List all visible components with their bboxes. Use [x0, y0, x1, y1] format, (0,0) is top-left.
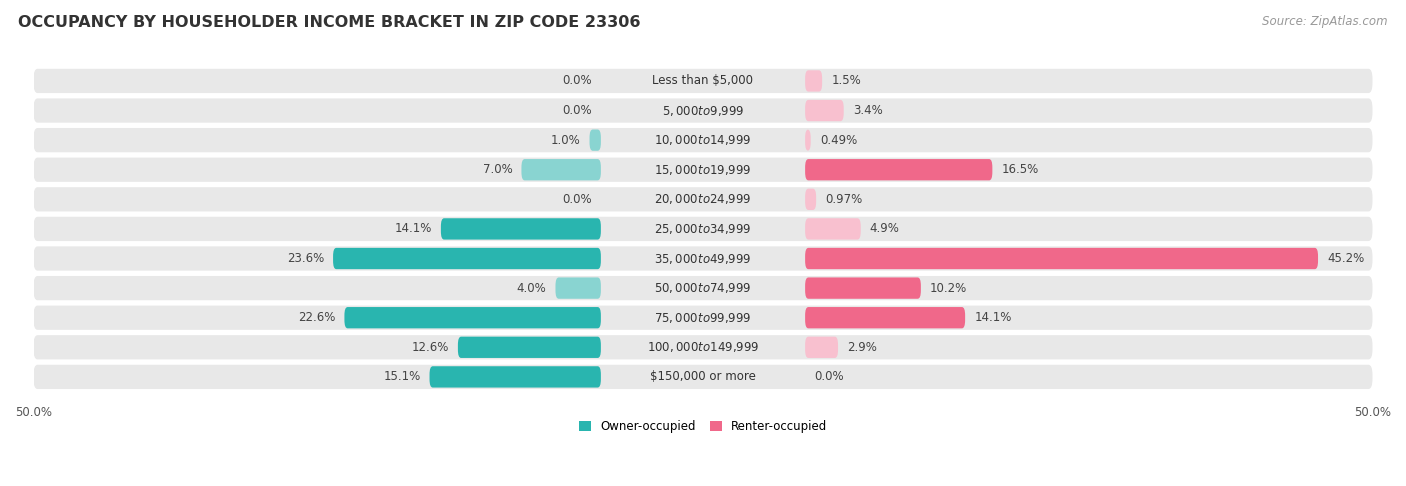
FancyBboxPatch shape — [555, 278, 600, 299]
FancyBboxPatch shape — [441, 218, 600, 240]
Text: $35,000 to $49,999: $35,000 to $49,999 — [654, 252, 752, 265]
Text: $10,000 to $14,999: $10,000 to $14,999 — [654, 133, 752, 147]
Text: $100,000 to $149,999: $100,000 to $149,999 — [647, 340, 759, 354]
Text: 14.1%: 14.1% — [974, 311, 1011, 324]
Text: 1.5%: 1.5% — [831, 74, 860, 87]
FancyBboxPatch shape — [806, 70, 823, 91]
Text: 7.0%: 7.0% — [482, 163, 512, 176]
Text: 0.97%: 0.97% — [825, 193, 862, 206]
FancyBboxPatch shape — [34, 157, 1372, 182]
FancyBboxPatch shape — [34, 98, 1372, 122]
FancyBboxPatch shape — [34, 306, 1372, 330]
Text: $15,000 to $19,999: $15,000 to $19,999 — [654, 163, 752, 177]
Text: 3.4%: 3.4% — [853, 104, 883, 117]
Text: 4.9%: 4.9% — [870, 223, 900, 235]
FancyBboxPatch shape — [34, 246, 1372, 271]
FancyBboxPatch shape — [806, 100, 844, 121]
FancyBboxPatch shape — [806, 189, 815, 210]
FancyBboxPatch shape — [806, 218, 860, 240]
Text: 4.0%: 4.0% — [516, 281, 547, 295]
Text: 23.6%: 23.6% — [287, 252, 323, 265]
Text: $75,000 to $99,999: $75,000 to $99,999 — [654, 311, 752, 325]
Text: $5,000 to $9,999: $5,000 to $9,999 — [662, 104, 744, 118]
FancyBboxPatch shape — [806, 278, 921, 299]
FancyBboxPatch shape — [34, 217, 1372, 241]
FancyBboxPatch shape — [344, 307, 600, 329]
Text: Less than $5,000: Less than $5,000 — [652, 74, 754, 87]
Text: 45.2%: 45.2% — [1327, 252, 1364, 265]
FancyBboxPatch shape — [458, 337, 600, 358]
FancyBboxPatch shape — [806, 129, 811, 151]
FancyBboxPatch shape — [429, 366, 600, 387]
Text: $20,000 to $24,999: $20,000 to $24,999 — [654, 192, 752, 207]
FancyBboxPatch shape — [34, 128, 1372, 152]
FancyBboxPatch shape — [34, 187, 1372, 211]
Text: 16.5%: 16.5% — [1001, 163, 1039, 176]
FancyBboxPatch shape — [34, 69, 1372, 93]
Text: $50,000 to $74,999: $50,000 to $74,999 — [654, 281, 752, 295]
FancyBboxPatch shape — [806, 307, 965, 329]
FancyBboxPatch shape — [34, 276, 1372, 300]
Text: 1.0%: 1.0% — [551, 134, 581, 147]
FancyBboxPatch shape — [806, 248, 1317, 269]
Text: 0.0%: 0.0% — [562, 193, 592, 206]
Text: 0.0%: 0.0% — [562, 74, 592, 87]
FancyBboxPatch shape — [806, 159, 993, 180]
Text: OCCUPANCY BY HOUSEHOLDER INCOME BRACKET IN ZIP CODE 23306: OCCUPANCY BY HOUSEHOLDER INCOME BRACKET … — [18, 15, 641, 30]
Text: 15.1%: 15.1% — [384, 370, 420, 383]
Legend: Owner-occupied, Renter-occupied: Owner-occupied, Renter-occupied — [574, 415, 832, 437]
FancyBboxPatch shape — [806, 337, 838, 358]
Text: $150,000 or more: $150,000 or more — [650, 370, 756, 383]
FancyBboxPatch shape — [589, 129, 600, 151]
Text: 0.0%: 0.0% — [562, 104, 592, 117]
Text: 22.6%: 22.6% — [298, 311, 336, 324]
Text: $25,000 to $34,999: $25,000 to $34,999 — [654, 222, 752, 236]
Text: 12.6%: 12.6% — [412, 341, 449, 354]
Text: 2.9%: 2.9% — [846, 341, 877, 354]
Text: 14.1%: 14.1% — [395, 223, 432, 235]
Text: 0.0%: 0.0% — [814, 370, 844, 383]
Text: 10.2%: 10.2% — [929, 281, 967, 295]
Text: Source: ZipAtlas.com: Source: ZipAtlas.com — [1263, 15, 1388, 28]
FancyBboxPatch shape — [34, 335, 1372, 360]
Text: 0.49%: 0.49% — [820, 134, 858, 147]
FancyBboxPatch shape — [522, 159, 600, 180]
FancyBboxPatch shape — [333, 248, 600, 269]
FancyBboxPatch shape — [34, 365, 1372, 389]
